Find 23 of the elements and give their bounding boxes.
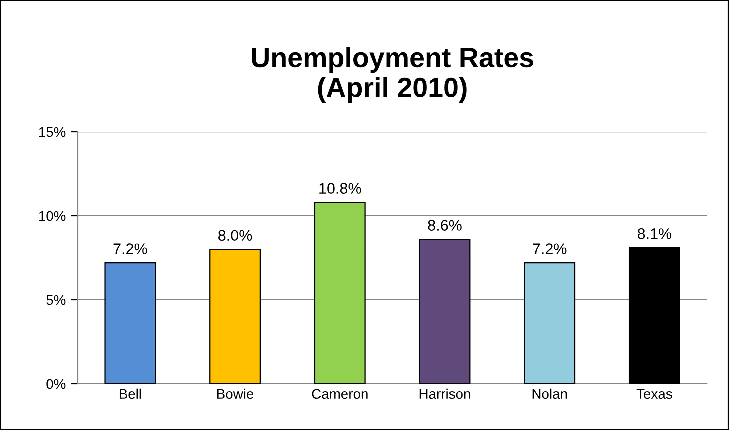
x-tick-label: Bowie — [218, 388, 254, 400]
bar — [104, 262, 156, 384]
data-label: 8.0% — [218, 230, 252, 242]
bar — [524, 262, 576, 384]
data-label: 7.2% — [533, 244, 567, 254]
x-tick-label: Bell — [120, 388, 142, 400]
x-tick-label: Cameron — [312, 389, 368, 400]
y-tick-label: 5% — [46, 295, 66, 306]
data-label: 10.8% — [320, 183, 362, 194]
y-tick-label: 10% — [39, 211, 66, 222]
y-tick-label: 15% — [39, 127, 66, 138]
data-label: 7.2% — [114, 244, 148, 254]
bar — [419, 238, 471, 384]
y-tick-label: 0% — [46, 379, 66, 390]
data-label: 8.1% — [638, 228, 672, 240]
x-tick-label: Nolan — [532, 388, 568, 400]
bar — [628, 247, 680, 384]
data-label: 8.6% — [428, 220, 462, 231]
chart-title: Unemployment Rates (April 2010) — [252, 47, 534, 104]
x-tick-label: Texas — [636, 389, 672, 400]
x-tick-label: Harrison — [420, 388, 470, 400]
bar — [314, 202, 366, 384]
bar — [210, 249, 262, 384]
